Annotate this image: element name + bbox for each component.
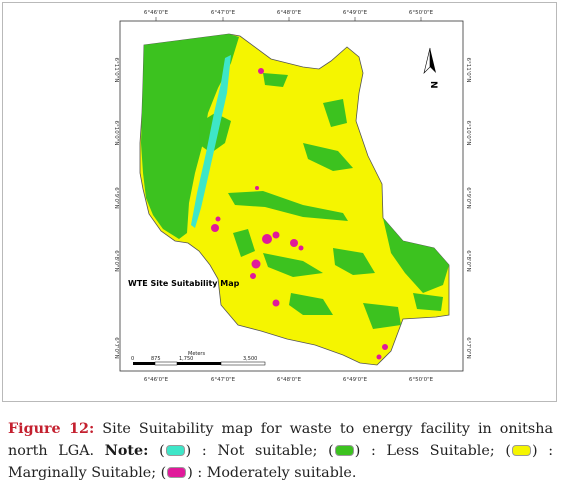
north-arrow-icon: N: [423, 47, 438, 89]
not-suitable-zone: [191, 55, 231, 228]
right-tick-label: 6°11'0"N: [465, 58, 471, 83]
figure-caption: Figure 12: Site Suitability map for wast…: [8, 421, 554, 481]
less-suitable-zones: [141, 34, 449, 329]
moderately-suitable-sites: [211, 68, 388, 360]
scale-label: 1,750: [179, 356, 193, 362]
left-tick-label: 6°10'0"N: [113, 121, 119, 146]
legend-label: Less Suitable;: [386, 443, 495, 459]
bottom-tick-label: 6°47'0"E: [211, 377, 236, 383]
top-tick-label: 6°50'0"E: [409, 10, 434, 16]
caption-text: Site Suitability map for waste to energy…: [8, 421, 553, 459]
right-tick-label: 6°7'0"N: [465, 337, 471, 358]
top-tick-label: 6°48'0"E: [277, 10, 302, 16]
moderately-suitable-swatch-icon: [167, 467, 187, 478]
map-figure: 6°46'0"E 6°47'0"E 6°48'0"E 6°49'0"E 6°50…: [2, 2, 557, 402]
left-tick-label: 6°8'0"N: [113, 250, 119, 271]
map-neatline: [119, 20, 464, 372]
bottom-tick-label: 6°48'0"E: [277, 377, 302, 383]
right-tick-label: 6°9'0"N: [465, 187, 471, 208]
marginally-suitable-swatch-icon: [511, 445, 531, 456]
suitability-map: 6°46'0"E 6°47'0"E 6°48'0"E 6°49'0"E 6°50…: [113, 10, 471, 383]
right-tick-label: 6°8'0"N: [465, 250, 471, 271]
less-suitable-swatch-icon: [334, 445, 354, 456]
top-tick-label: 6°46'0"E: [144, 10, 169, 16]
left-tick-label: 6°7'0"N: [113, 337, 119, 358]
bottom-tick-label: 6°50'0"E: [409, 377, 434, 383]
right-tick-label: 6°10'0"N: [465, 121, 471, 146]
bottom-tick-label: 6°46'0"E: [144, 377, 169, 383]
bottom-tick-label: 6°49'0"E: [343, 377, 368, 383]
scale-unit: Meters: [188, 351, 205, 357]
top-tick-label: 6°47'0"E: [211, 10, 236, 16]
top-tick-label: 6°49'0"E: [343, 10, 368, 16]
scale-label: 875: [151, 356, 161, 362]
left-tick-label: 6°9'0"N: [113, 187, 119, 208]
note-label: Note:: [104, 443, 149, 459]
left-tick-label: 6°11'0"N: [113, 58, 119, 83]
legend-label: Marginally Suitable;: [8, 465, 157, 481]
map-title: WTE Site Suitability Map: [128, 279, 240, 288]
scale-label: 3,500: [243, 356, 257, 362]
north-label: N: [428, 81, 438, 89]
figure-label: Figure 12:: [8, 421, 95, 437]
legend-label: Not suitable;: [217, 443, 318, 459]
not-suitable-swatch-icon: [165, 445, 185, 456]
legend-label: Moderately suitable.: [206, 465, 357, 481]
top-tick-marks: [155, 17, 422, 21]
scale-bar: Meters 0 875 1,750 3,500: [131, 351, 266, 366]
scale-label: 0: [131, 356, 134, 362]
